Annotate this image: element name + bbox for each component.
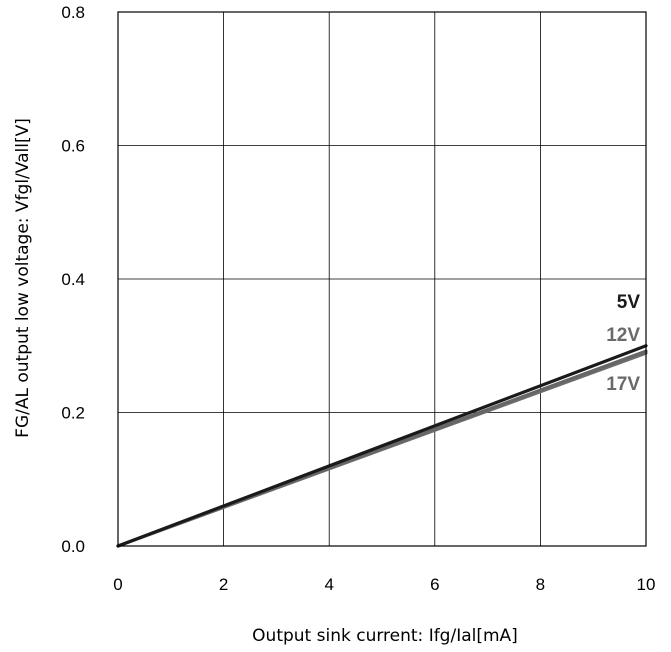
y-tick-label: 0.4 <box>61 270 85 289</box>
x-tick-labels: 0 2 4 6 8 10 <box>113 575 655 594</box>
x-tick-label: 4 <box>324 575 333 594</box>
series-labels: 5V 12V 17V <box>606 292 640 395</box>
x-tick-label: 2 <box>219 575 228 594</box>
y-tick-label: 0.8 <box>61 3 85 22</box>
x-tick-label: 0 <box>113 575 122 594</box>
series-line-5v <box>116 344 648 548</box>
x-tick-label: 6 <box>430 575 439 594</box>
plot-frame <box>117 11 647 547</box>
y-tick-label: 0.2 <box>61 404 85 423</box>
y-axis-label: FG/AL output low voltage: Vfgl/Vall[V] <box>13 118 33 438</box>
series-label-5v: 5V <box>617 292 641 313</box>
series-lines <box>116 344 648 548</box>
series-label-12v: 12V <box>606 325 640 346</box>
y-tick-label: 0.6 <box>61 137 85 156</box>
series-label-17v: 17V <box>606 374 640 395</box>
grid <box>118 12 646 546</box>
x-axis-label: Output sink current: Ifg/Ial[mA] <box>252 626 518 646</box>
x-tick-label: 8 <box>536 575 545 594</box>
x-tick-label: 10 <box>637 575 656 594</box>
y-tick-labels: 0.0 0.2 0.4 0.6 0.8 <box>61 3 85 556</box>
y-tick-label: 0.0 <box>61 537 85 556</box>
